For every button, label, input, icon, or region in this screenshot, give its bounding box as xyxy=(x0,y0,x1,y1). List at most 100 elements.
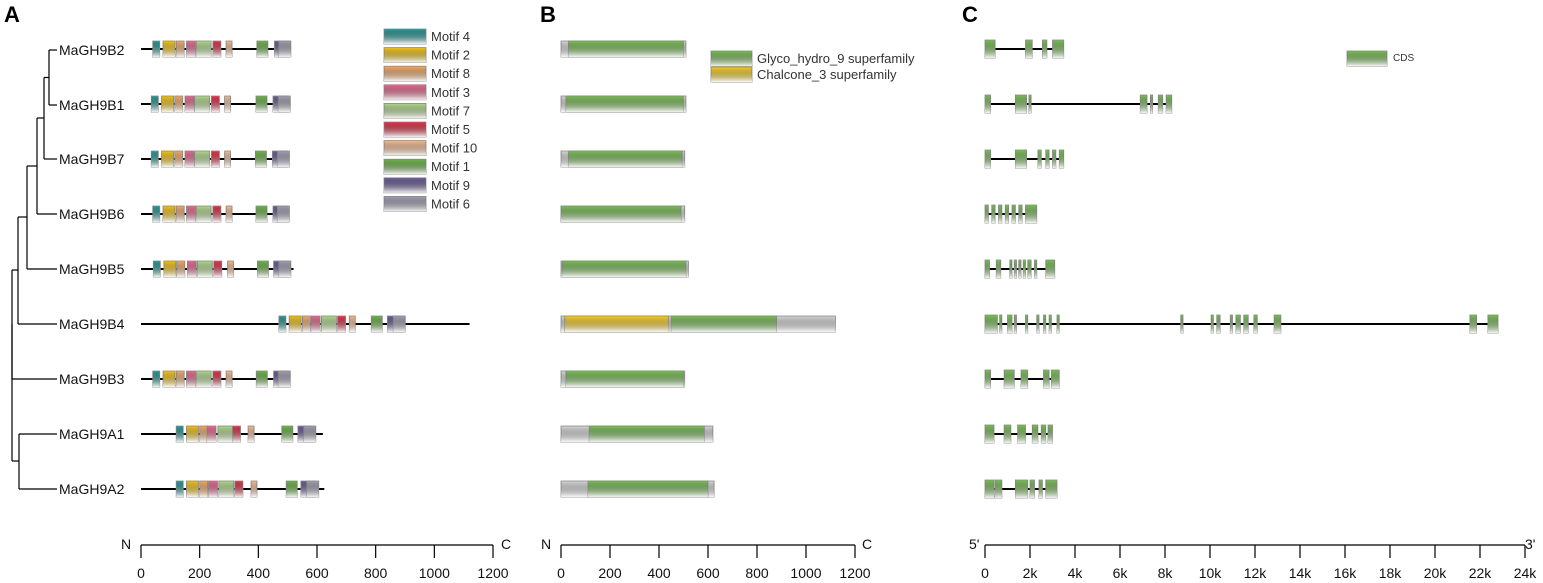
motif-2-shade xyxy=(186,426,199,442)
cds-exon xyxy=(1036,314,1040,334)
axis_c-tick-label: 4k xyxy=(1068,565,1084,581)
motif-6-shade xyxy=(278,96,291,112)
axis_b-tick-label: 800 xyxy=(745,565,769,581)
motif-10-shade xyxy=(226,371,233,387)
motif-1 xyxy=(257,260,269,278)
motif-7-shade xyxy=(218,481,234,497)
cds-exon-shade xyxy=(1015,480,1028,498)
motif-legend-swatch xyxy=(383,140,427,157)
cds-exon-shade xyxy=(1045,150,1050,168)
motif-panel xyxy=(141,40,470,498)
motif-legend-swatch xyxy=(383,103,427,119)
motif-5-shade xyxy=(232,426,241,442)
cds-exon-shade xyxy=(1021,370,1028,388)
motif-8 xyxy=(174,150,184,168)
cds-exon-shade xyxy=(1018,260,1021,278)
motif-2-shade xyxy=(186,481,199,497)
domain-box-shade xyxy=(568,151,683,167)
cds-exon-shade xyxy=(1469,315,1477,333)
cds-exon xyxy=(1253,314,1258,334)
motif-legend-swatch xyxy=(383,84,427,101)
cds-exon xyxy=(1040,424,1047,444)
motif-2-shade xyxy=(163,41,176,57)
cds-exon-shade xyxy=(1253,315,1258,333)
axis_c-tick-label: 2k xyxy=(1023,565,1039,581)
motif-row xyxy=(141,315,470,333)
domain-row xyxy=(560,480,715,498)
motif-6 xyxy=(277,95,291,113)
axis-c-3prime-label: 3' xyxy=(1525,536,1535,552)
domain-box xyxy=(567,40,684,58)
cds-exon-shade xyxy=(985,260,990,278)
cds-exon xyxy=(1052,149,1057,169)
cds-exon-shade xyxy=(1030,480,1035,498)
motif-1-shade xyxy=(255,151,267,167)
cds-exon-shade xyxy=(1018,205,1023,223)
axis_c-tick-label: 8k xyxy=(1158,565,1174,581)
motif-8-shade xyxy=(199,481,208,497)
motif-2 xyxy=(162,370,176,388)
motif-legend-item: Motif 4 xyxy=(383,28,470,45)
motif-5-shade xyxy=(212,206,221,222)
cds-exon xyxy=(984,424,995,444)
cds-exon-shade xyxy=(1039,480,1043,498)
cds-exon xyxy=(984,149,992,169)
cds-exon-shade xyxy=(1230,315,1233,333)
motif-legend-label: Motif 1 xyxy=(431,159,470,174)
motif-8-shade xyxy=(176,261,185,277)
axis-a-c-label: C xyxy=(501,536,511,552)
cds-exon-shade xyxy=(1042,40,1047,58)
cds-exon xyxy=(1469,314,1478,334)
motif-5 xyxy=(210,150,220,168)
motif-2 xyxy=(186,425,199,443)
cds-exon xyxy=(1014,94,1028,114)
motif-legend-label: Motif 10 xyxy=(431,141,477,156)
motif-6-shade xyxy=(278,261,291,277)
cds-exon xyxy=(1050,369,1060,389)
cds-exon xyxy=(984,369,992,389)
axis_c-tick-label: 20k xyxy=(1424,565,1448,581)
cds-legend: CDS xyxy=(1346,50,1414,67)
cds-exon xyxy=(1157,94,1164,114)
cds-exon xyxy=(984,259,990,279)
cds-exon-shade xyxy=(996,260,1001,278)
cds-exon xyxy=(998,204,1003,224)
motif-8-shade xyxy=(302,316,311,332)
motif-legend-swatch-shade xyxy=(384,29,426,44)
cds-exon-shade xyxy=(1052,150,1056,168)
cds-exon-shade xyxy=(1025,205,1037,223)
motif-6-shade xyxy=(303,426,316,442)
motif-1-shade xyxy=(257,261,269,277)
cds-exon-shade xyxy=(1235,315,1241,333)
cds-exon-shade xyxy=(985,370,991,388)
motif-3-shade xyxy=(186,41,196,57)
motif-4-shade xyxy=(153,261,161,277)
domain-box-shade xyxy=(587,481,708,497)
motif-4-shade xyxy=(176,481,184,497)
motif-4-shade xyxy=(152,206,160,222)
motif-8-shade xyxy=(174,96,183,112)
motif-1 xyxy=(256,40,269,58)
cds-exon xyxy=(1273,314,1282,334)
motif-6-shade xyxy=(278,371,291,387)
motif-1 xyxy=(255,205,268,223)
motif-7-shade xyxy=(321,316,337,332)
cds-exon-shade xyxy=(1041,425,1046,443)
cds-exon-shade xyxy=(985,425,994,443)
cds-exon-shade xyxy=(1004,425,1011,443)
panel-label-b: B xyxy=(540,2,556,27)
axis_a-tick-label: 600 xyxy=(305,565,329,581)
cds-exon xyxy=(1003,424,1012,444)
motif-5 xyxy=(212,40,222,58)
motif-10 xyxy=(250,480,258,498)
cds-exon xyxy=(1018,204,1023,224)
motif-5-shade xyxy=(212,41,221,57)
motif-2 xyxy=(288,315,302,333)
axis_a-tick-label: 200 xyxy=(188,565,212,581)
motif-3-shade xyxy=(187,261,197,277)
cds-exon xyxy=(1487,314,1499,334)
cds-legend-label: CDS xyxy=(1393,53,1414,64)
motif-legend-label: Motif 8 xyxy=(431,66,470,81)
motif-1 xyxy=(285,480,298,498)
